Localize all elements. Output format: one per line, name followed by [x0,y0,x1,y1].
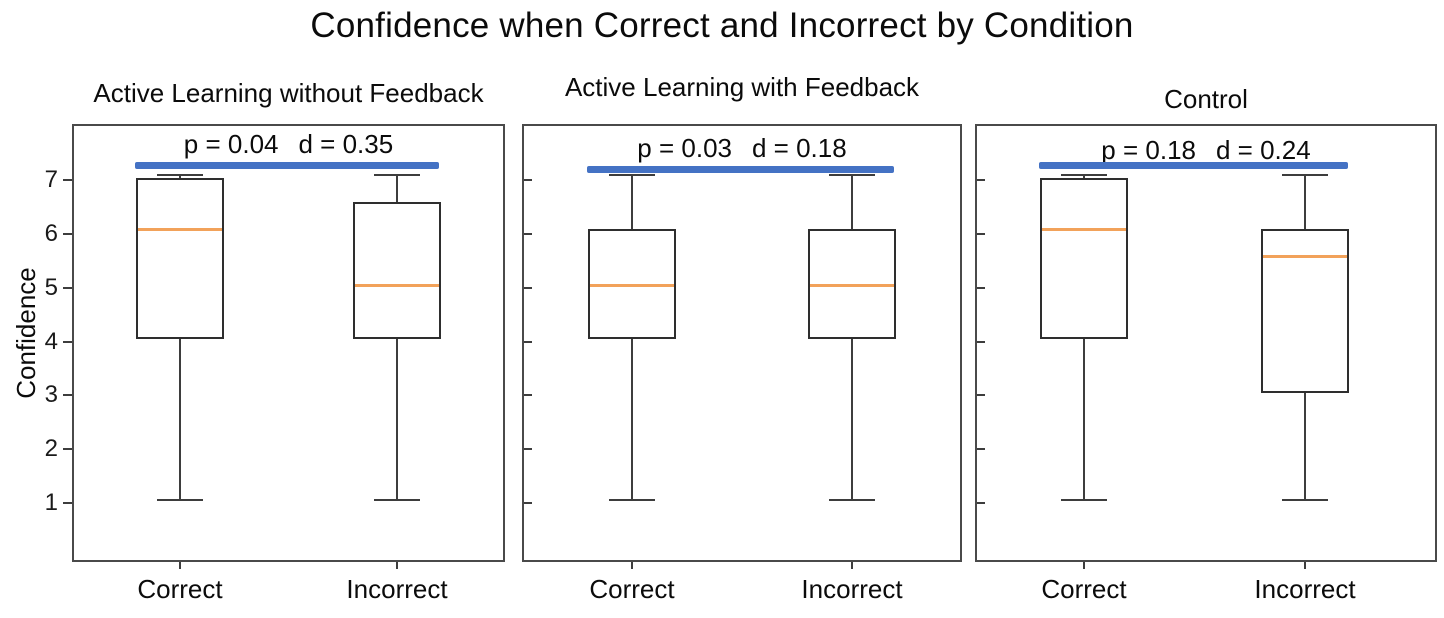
x-tick [1304,562,1306,569]
x-tick [396,562,398,569]
effect-size-text: d = 0.18 [752,133,847,163]
figure-title: Confidence when Correct and Incorrect by… [310,6,1134,45]
box-incorrect [353,202,441,339]
p-value-text: p = 0.03 [637,133,732,163]
y-tick [977,233,985,235]
lower-whisker [631,339,633,500]
box-correct [136,178,224,339]
y-tick [524,394,532,396]
upper-whisker-cap [1282,174,1328,176]
lower-whisker [1304,393,1306,500]
y-tick [524,502,532,504]
y-tick-label: 6 [44,220,58,247]
subplot-title: Control [1164,84,1248,114]
y-tick [524,341,532,343]
lower-whisker-cap [374,499,420,501]
upper-whisker [851,175,853,229]
x-tick-label: Incorrect [346,574,448,604]
x-tick-label: Incorrect [801,574,903,604]
upper-whisker-cap [374,174,420,176]
y-tick [524,179,532,181]
significance-bar [1039,162,1348,169]
x-tick-label: Correct [589,574,675,604]
p-value-text: p = 0.18 [1101,135,1196,165]
y-tick [63,341,72,343]
lower-whisker-cap [829,499,875,501]
lower-whisker-cap [609,499,655,501]
y-tick [524,287,532,289]
y-tick-label: 2 [44,435,58,462]
y-tick [63,394,72,396]
upper-whisker-cap [1061,174,1107,176]
lower-whisker-cap [1282,499,1328,501]
median-line [810,284,894,287]
y-tick [524,448,532,450]
lower-whisker-cap [157,499,203,501]
box-correct [1040,178,1128,339]
upper-whisker [1304,175,1306,229]
box-incorrect [1261,229,1349,393]
y-tick [977,179,985,181]
subplot-title: Active Learning with Feedback [564,72,920,102]
x-tick-label: Correct [137,574,223,604]
median-line [355,284,439,287]
panel-axes [522,124,962,562]
y-tick [977,394,985,396]
lower-whisker [396,339,398,500]
p-d-annotation: p = 0.03 d = 0.18 [522,133,962,164]
lower-whisker [1083,339,1085,500]
x-tick [179,562,181,569]
upper-whisker [631,175,633,229]
y-tick-label: 1 [44,489,58,516]
y-tick [524,233,532,235]
x-tick [1083,562,1085,569]
upper-whisker-cap [609,174,655,176]
significance-bar [587,166,894,173]
y-tick [977,341,985,343]
lower-whisker [851,339,853,500]
median-line [590,284,674,287]
y-tick-label: 7 [44,166,58,193]
p-d-annotation: p = 0.18 d = 0.24 [975,135,1437,166]
effect-size-text: d = 0.24 [1216,135,1311,165]
y-tick [977,448,985,450]
y-tick [63,179,72,181]
y-tick [63,233,72,235]
median-line [1042,228,1126,231]
y-tick-label: 5 [44,274,58,301]
subplot-title: Active Learning without Feedback [93,78,484,108]
lower-whisker-cap [1061,499,1107,501]
median-line [138,228,222,231]
upper-whisker [396,175,398,202]
y-tick-label: 4 [44,328,58,355]
x-tick [631,562,633,569]
x-tick-label: Correct [1041,574,1127,604]
upper-whisker [1083,175,1085,178]
significance-bar [135,162,439,169]
x-tick-label: Incorrect [1254,574,1356,604]
effect-size-text: d = 0.35 [298,129,394,159]
upper-whisker [179,175,181,178]
y-tick-label: 3 [44,381,58,408]
y-tick [63,287,72,289]
y-tick [977,502,985,504]
p-value-text: p = 0.04 [183,129,279,159]
y-tick [63,448,72,450]
upper-whisker-cap [157,174,203,176]
x-tick [851,562,853,569]
median-line [1263,255,1347,258]
p-d-annotation: p = 0.04 d = 0.35 [72,129,505,160]
y-tick [977,287,985,289]
y-tick [63,502,72,504]
lower-whisker [179,339,181,500]
upper-whisker-cap [829,174,875,176]
